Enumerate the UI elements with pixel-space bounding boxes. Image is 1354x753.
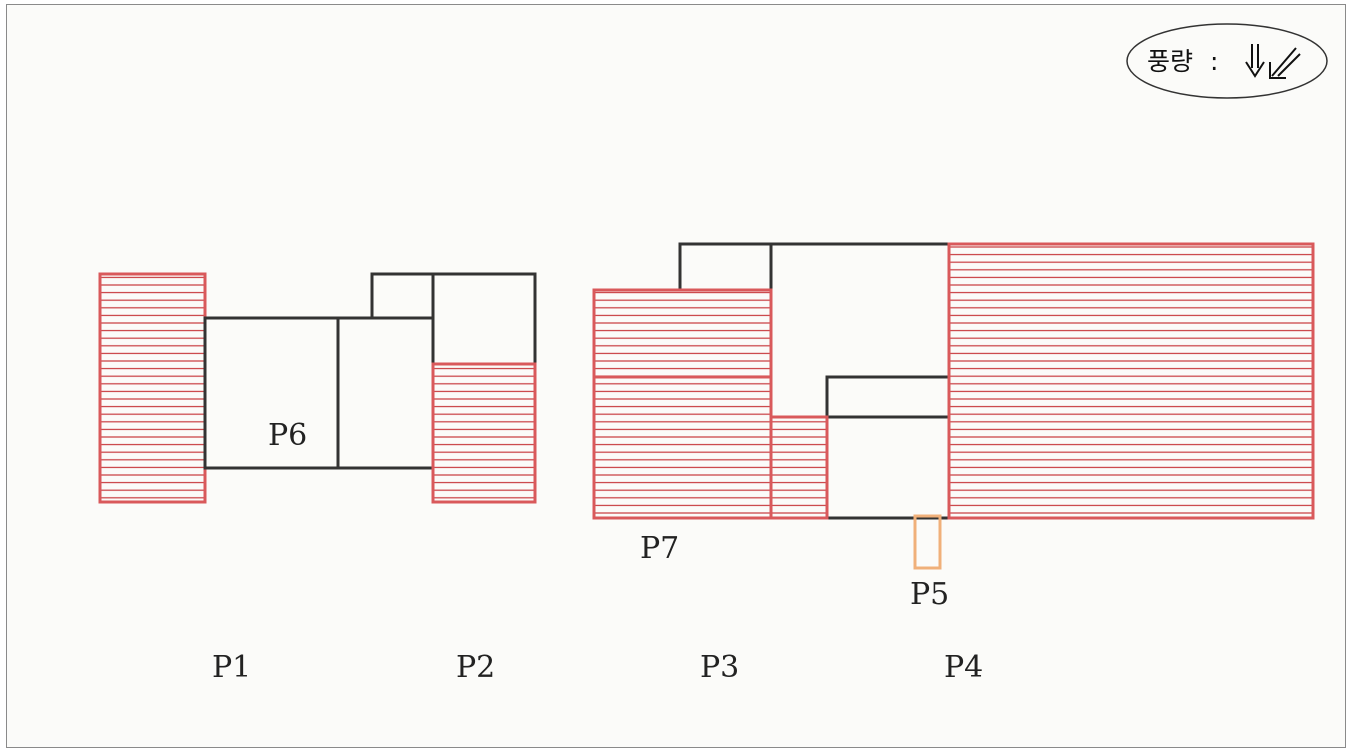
label-p3: P3	[700, 650, 739, 685]
label-p4: P4	[944, 650, 983, 685]
p4-hatched-zone	[947, 242, 1315, 520]
p1-hatched-zone	[98, 272, 207, 504]
p2-hatched-zone	[431, 362, 537, 504]
p2-upper-room	[431, 272, 537, 366]
label-p6: P6	[268, 418, 307, 453]
center-room	[336, 316, 435, 470]
p5-marker	[913, 514, 942, 570]
wind-legend-ellipse	[1126, 23, 1328, 99]
right-cluster	[592, 242, 1315, 570]
wind-legend-separator: :	[1210, 47, 1218, 76]
p7-upper-hatched-zone	[592, 288, 773, 379]
label-p5: P5	[910, 577, 949, 612]
label-p1: P1	[212, 650, 251, 685]
p5-side-room	[825, 375, 951, 520]
label-p7: P7	[640, 531, 679, 566]
wind-legend: 풍량 :	[1126, 23, 1328, 99]
p7-lower-hatched-zone	[592, 375, 773, 520]
p3-narrow-hatched-zone	[769, 415, 829, 520]
label-p2: P2	[456, 650, 495, 685]
central-tall-room	[769, 242, 951, 419]
wind-direction-icon	[1245, 44, 1301, 79]
top-left-room	[678, 242, 773, 292]
wind-legend-label: 풍량	[1147, 47, 1193, 76]
left-cluster	[98, 272, 537, 504]
small-top-room	[370, 272, 435, 320]
